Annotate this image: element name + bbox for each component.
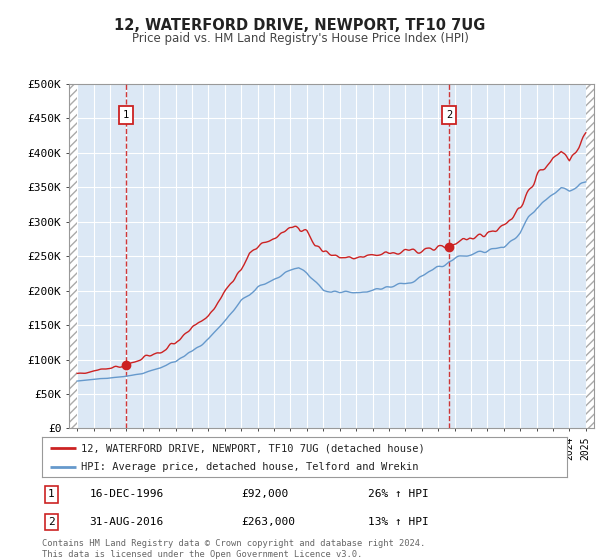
Text: £263,000: £263,000 <box>241 517 296 527</box>
Text: 26% ↑ HPI: 26% ↑ HPI <box>367 489 428 500</box>
Text: 2: 2 <box>48 517 55 527</box>
Bar <box>586 84 594 428</box>
Text: 12, WATERFORD DRIVE, NEWPORT, TF10 7UG (detached house): 12, WATERFORD DRIVE, NEWPORT, TF10 7UG (… <box>82 443 425 453</box>
Text: £92,000: £92,000 <box>241 489 289 500</box>
Text: Contains HM Land Registry data © Crown copyright and database right 2024.
This d: Contains HM Land Registry data © Crown c… <box>42 539 425 559</box>
Text: 1: 1 <box>48 489 55 500</box>
Text: Price paid vs. HM Land Registry's House Price Index (HPI): Price paid vs. HM Land Registry's House … <box>131 32 469 45</box>
Text: 1: 1 <box>122 110 129 120</box>
Text: 2: 2 <box>446 110 452 120</box>
Text: 16-DEC-1996: 16-DEC-1996 <box>89 489 163 500</box>
Text: 13% ↑ HPI: 13% ↑ HPI <box>367 517 428 527</box>
Bar <box>69 84 77 428</box>
Text: 12, WATERFORD DRIVE, NEWPORT, TF10 7UG: 12, WATERFORD DRIVE, NEWPORT, TF10 7UG <box>115 18 485 34</box>
Text: HPI: Average price, detached house, Telford and Wrekin: HPI: Average price, detached house, Telf… <box>82 462 419 472</box>
Text: 31-AUG-2016: 31-AUG-2016 <box>89 517 163 527</box>
